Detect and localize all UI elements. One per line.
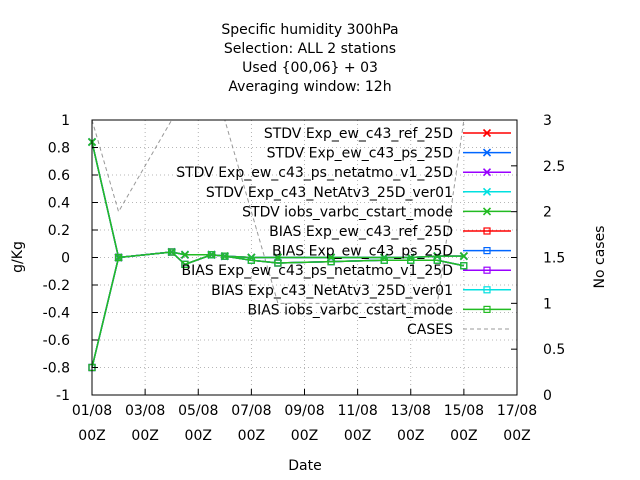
legend-marker xyxy=(483,305,491,313)
x-tick-label: 05/08 xyxy=(178,403,218,419)
legend-label: STDV Exp_c43_NetAtv3_25D_ver01 xyxy=(206,185,453,201)
legend-label: STDV Exp_ew_c43_ref_25D xyxy=(264,126,453,142)
data-point xyxy=(168,248,176,256)
x-tick-label-hour: 00Z xyxy=(131,428,158,444)
legend-marker xyxy=(482,148,492,157)
legend-label: BIAS iobs_varbc_cstart_mode xyxy=(248,302,454,318)
legend: STDV Exp_ew_c43_ref_25D STDV Exp_ew_c43_p… xyxy=(176,126,511,338)
cases-series xyxy=(92,120,517,304)
series-bias-iobs-varbc-cstart-mode xyxy=(88,248,468,372)
y2-tick-label: 3 xyxy=(543,113,552,129)
data-point xyxy=(433,256,441,264)
y-axis-ticks: -1 -0.8 -0.6 -0.4 -0.2 0 0.2 0.4 0.6 0.8 1 xyxy=(43,113,98,404)
legend-label: STDV Exp_ew_c43_ps_25D xyxy=(267,146,453,162)
chart-title-line: Selection: ALL 2 stations xyxy=(224,41,396,57)
data-point xyxy=(326,253,336,262)
legend-marker xyxy=(483,266,491,274)
y-tick-label: 0.8 xyxy=(48,141,70,157)
legend-label: BIAS Exp_c43_NetAtv3_25D_ver01 xyxy=(211,283,453,299)
legend-label: STDV iobs_varbc_cstart_mode xyxy=(242,204,453,220)
legend-marker xyxy=(483,227,491,235)
y-tick-label: -0.6 xyxy=(43,333,70,349)
y-tick-label: -0.2 xyxy=(43,278,70,294)
chart-title: Specific humidity 300hPa Selection: ALL 2… xyxy=(221,22,398,95)
x-tick-label: 17/08 xyxy=(497,403,537,419)
data-point xyxy=(460,262,468,270)
x-tick-label: 01/08 xyxy=(72,403,112,419)
x-tick-label-hour: 00Z xyxy=(78,428,105,444)
data-point xyxy=(274,259,282,267)
y2-tick-label: 2 xyxy=(543,205,552,221)
data-point xyxy=(247,256,255,264)
x-tick-label: 03/08 xyxy=(125,403,165,419)
chart-title-line: Used {00,06} + 03 xyxy=(242,60,378,76)
y2-tick-label: 0 xyxy=(543,388,552,404)
x-tick-label: 11/08 xyxy=(337,403,377,419)
y-tick-label: -0.4 xyxy=(43,306,70,322)
chart-title-line: Averaging window: 12h xyxy=(228,79,391,95)
y-tick-label: -0.8 xyxy=(43,361,70,377)
data-point xyxy=(433,252,442,261)
legend-label: BIAS Exp_ew_c43_ps_25D xyxy=(272,244,453,260)
x-tick-label: 15/08 xyxy=(444,403,484,419)
x-tick-label-hour: 00Z xyxy=(503,428,530,444)
x-tick-label-hour: 00Z xyxy=(397,428,424,444)
y2-tick-label: 2.5 xyxy=(543,159,565,175)
y-tick-label: 0 xyxy=(61,251,70,267)
legend-marker xyxy=(483,247,491,255)
y2-tick-label: 0.5 xyxy=(543,342,565,358)
legend-label: CASES xyxy=(407,322,453,338)
legend-label: STDV Exp_ew_c43_ps_netatmo_v1_25D xyxy=(176,165,453,181)
series-line xyxy=(91,251,465,368)
data-point xyxy=(459,252,468,261)
x-tick-label-hour: 00Z xyxy=(185,428,212,444)
x-tick-label: 13/08 xyxy=(391,403,431,419)
legend-label: BIAS Exp_ew_c43_ref_25D xyxy=(269,224,453,240)
x-tick-label-hour: 00Z xyxy=(344,428,371,444)
x-tick-label: 07/08 xyxy=(231,403,271,419)
data-point xyxy=(221,252,229,260)
legend-marker xyxy=(483,286,491,294)
y2-tick-label: 1.5 xyxy=(543,251,565,267)
data-point xyxy=(181,260,189,268)
y2-axis-label: No cases xyxy=(592,226,608,289)
x-axis-ticks: 01/08 00Z 03/08 00Z 05/08 00Z 07/08 00Z 09/08 00Z… xyxy=(72,389,537,444)
y-tick-label: 0.2 xyxy=(48,223,70,239)
data-point xyxy=(114,253,123,262)
chart-title-line: Specific humidity 300hPa xyxy=(221,22,398,38)
legend-marker xyxy=(482,187,492,196)
x-tick-label: 09/08 xyxy=(284,403,324,419)
x-tick-label-hour: 00Z xyxy=(238,428,265,444)
x-tick-label-hour: 00Z xyxy=(291,428,318,444)
data-point xyxy=(327,258,335,266)
y2-axis-ticks: 0 0.5 1 1.5 2 2.5 3 xyxy=(511,113,565,404)
data-point xyxy=(380,256,388,264)
y-tick-label: 1 xyxy=(61,113,70,129)
y-tick-label: -1 xyxy=(56,388,70,404)
x-axis-label: Date xyxy=(288,458,321,474)
legend-marker xyxy=(482,207,492,216)
legend-marker xyxy=(482,128,492,138)
legend-marker xyxy=(482,168,492,177)
y2-tick-label: 1 xyxy=(543,296,552,312)
y-tick-label: 0.6 xyxy=(48,168,70,184)
y-axis-label: g/Kg xyxy=(10,241,26,273)
data-point xyxy=(407,256,415,264)
cases-line xyxy=(92,120,517,304)
legend-label: BIAS Exp_ew_c43_ps_netatmo_v1_25D xyxy=(182,263,453,279)
data-point xyxy=(180,250,190,259)
y-tick-label: 0.4 xyxy=(48,196,70,212)
data-point xyxy=(207,251,216,259)
x-tick-label-hour: 00Z xyxy=(450,428,477,444)
